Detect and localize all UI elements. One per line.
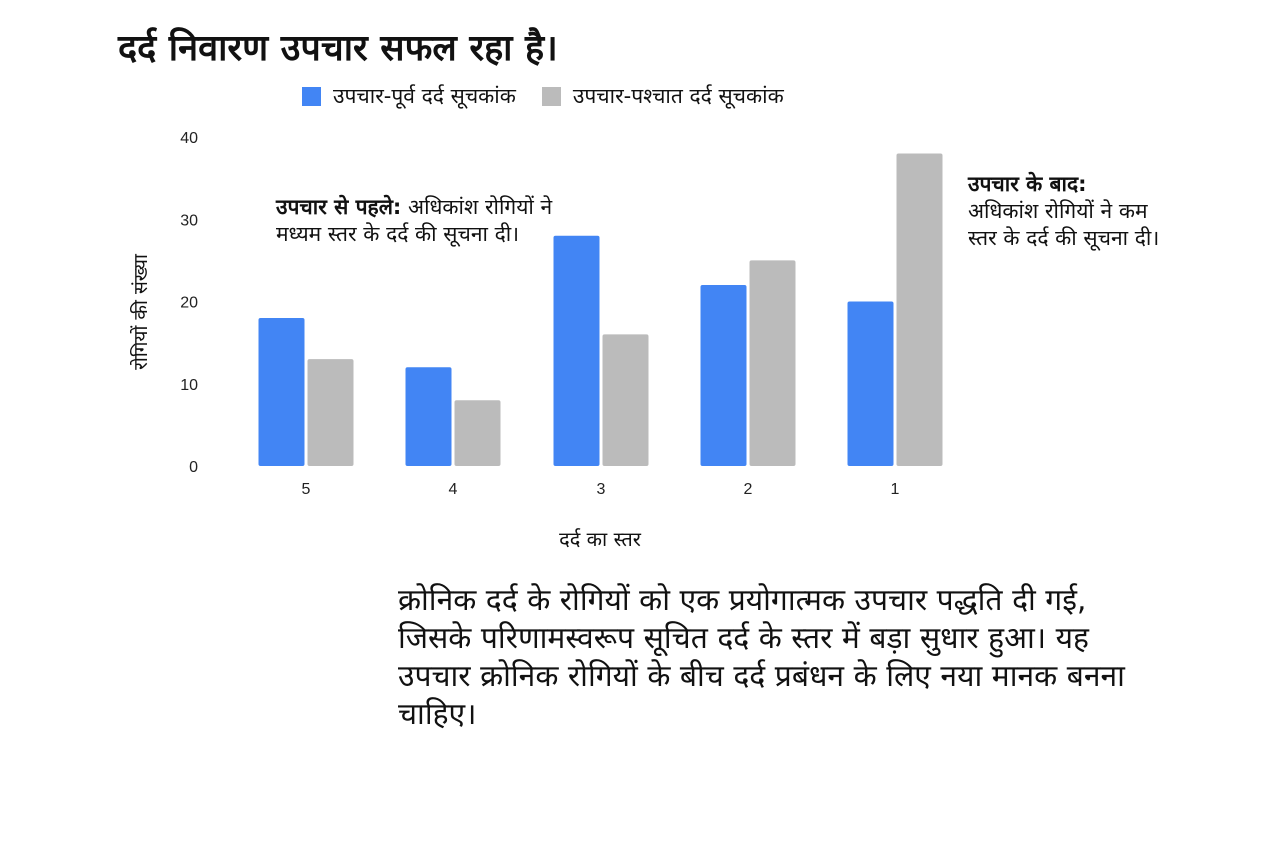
y-tick-label: 10 [180,377,198,394]
y-axis-label: रोगियों की संख्या [130,254,152,370]
annotation-after-text: अधिकांश रोगियों ने कम स्तर के दर्द की सू… [968,199,1160,250]
legend-label-pre: उपचार-पूर्व दर्द सूचकांक [333,84,516,108]
y-tick-label: 0 [189,459,198,476]
x-axis-label: दर्द का स्तर [559,527,641,551]
legend-label-post: उपचार-पश्चात दर्द सूचकांक [572,84,784,108]
bar-post-4 [454,400,501,466]
bar-pre-5 [258,317,305,466]
bar-pre-4 [405,367,452,466]
x-tick-label: 5 [302,481,311,498]
legend-item-pre: उपचार-पूर्व दर्द सूचकांक [302,82,516,110]
legend-item-post: उपचार-पश्चात दर्द सूचकांक [541,82,784,110]
annotation-after-heading: उपचार के बाद: [968,172,1087,196]
annotation-after: उपचार के बाद: अधिकांश रोगियों ने कम स्तर… [968,171,1178,252]
x-tick-label: 1 [891,481,900,498]
footnote-text: क्रोनिक दर्द के रोगियों को एक प्रयोगात्म… [398,583,1125,732]
bar-pre-3 [553,235,600,466]
y-tick-label: 40 [180,130,198,147]
annotation-before-heading: उपचार से पहले: [276,195,402,219]
chart-legend: उपचार-पूर्व दर्द सूचकांक उपचार-पश्चात दर… [302,82,810,110]
x-tick-label: 4 [449,481,458,498]
x-tick-label: 2 [744,481,753,498]
x-tick-label: 3 [597,481,606,498]
y-tick-label: 20 [180,295,198,312]
annotation-before-text: अधिकांश रोगियों ने मध्यम स्तर के दर्द की… [276,195,553,246]
bar-post-2 [749,260,796,466]
bar-pre-2 [700,285,747,466]
bar-post-1 [896,153,943,466]
bar-pre-1 [847,301,894,466]
bar-post-5 [307,359,354,466]
chart-title: दर्द निवारण उपचार सफल रहा है। [118,28,558,69]
legend-swatch-post [541,86,561,106]
legend-swatch-pre [302,86,321,106]
y-tick-label: 30 [180,212,198,229]
bar-post-3 [602,334,649,466]
annotation-before: उपचार से पहले: अधिकांश रोगियों ने मध्यम … [276,194,572,248]
